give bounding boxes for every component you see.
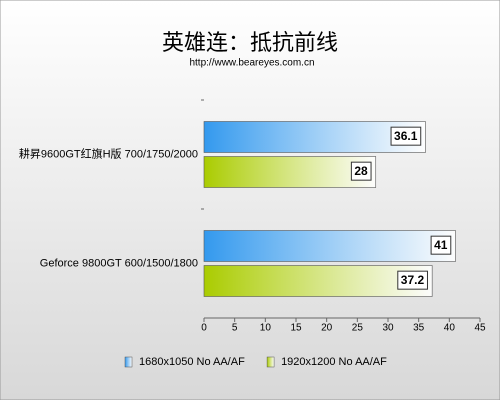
bar	[203, 265, 433, 297]
x-tick-label: 20	[321, 323, 333, 334]
x-tick-label: 35	[413, 323, 425, 334]
legend-swatch	[266, 356, 275, 368]
x-tick-label: 10	[260, 323, 272, 334]
bar	[203, 121, 426, 153]
x-tick-label: 5	[232, 323, 238, 334]
legend-swatch	[124, 356, 133, 368]
chart-subtitle: http://www.beareyes.com.cn	[189, 58, 314, 69]
value-label: 36.1	[394, 129, 418, 143]
value-label: 37.2	[401, 273, 425, 287]
legend-label: 1920x1200 No AA/AF	[281, 356, 387, 368]
legend-label: 1680x1050 No AA/AF	[139, 356, 245, 368]
x-tick-label: 25	[352, 323, 364, 334]
bar	[203, 230, 456, 262]
chart-title: 英雄连：抵抗前线	[162, 31, 338, 56]
y-tick-label: 耕昇9600GT红旗H版 700/1750/2000	[19, 146, 198, 160]
x-tick-label: 40	[444, 323, 456, 334]
value-label-box	[397, 270, 428, 290]
x-tick-label: 45	[474, 323, 486, 334]
value-label-box	[350, 161, 372, 181]
x-tick-label: 15	[290, 323, 302, 334]
bar	[203, 156, 377, 188]
value-label-box	[390, 126, 422, 146]
value-label: 41	[434, 238, 448, 252]
x-tick-label: 0	[201, 323, 207, 334]
value-label: 28	[354, 164, 368, 178]
x-tick-label: 30	[382, 323, 394, 334]
y-tick-label: Geforce 9800GT 600/1500/1800	[40, 257, 198, 269]
value-label-box	[430, 235, 452, 255]
